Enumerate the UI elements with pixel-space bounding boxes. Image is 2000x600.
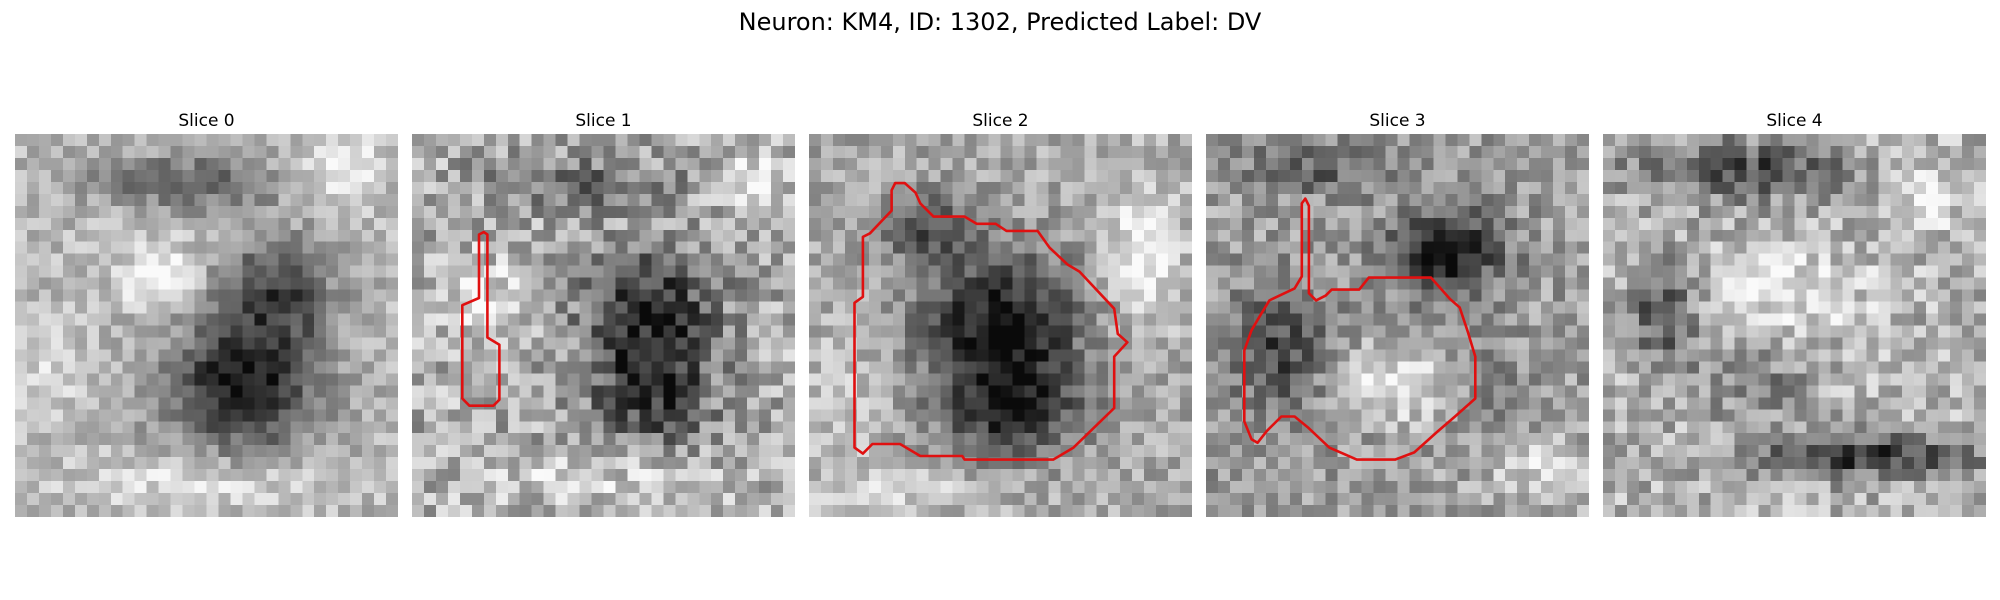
slice-image-0: [15, 134, 398, 517]
slice-panel-4: Slice 4: [1603, 108, 1986, 517]
segmentation-contour-3: [1242, 197, 1477, 461]
segmentation-contour-2: [853, 181, 1129, 461]
slice-pixels: [1603, 134, 1986, 517]
slice-pixels: [809, 134, 1192, 517]
slice-image-1: [412, 134, 795, 517]
slice-image-3: [1206, 134, 1589, 517]
slice-canvas-3: [1206, 134, 1589, 517]
figure-title: Neuron: KM4, ID: 1302, Predicted Label: …: [738, 8, 1262, 36]
segmentation-contour-1: [460, 230, 501, 408]
slice-pixels: [412, 134, 795, 517]
slice-panel-0: Slice 0: [15, 108, 398, 517]
slice-title-0: Slice 0: [178, 111, 235, 131]
slice-panel-3: Slice 3: [1206, 108, 1589, 517]
slice-title-3: Slice 3: [1369, 111, 1426, 131]
slice-image-2: [809, 134, 1192, 517]
slice-image-4: [1603, 134, 1986, 517]
slice-panel-2: Slice 2: [809, 108, 1192, 517]
slice-panel-1: Slice 1: [412, 108, 795, 517]
slice-pixels: [15, 134, 398, 517]
slice-canvas-2: [809, 134, 1192, 517]
slice-canvas-1: [412, 134, 795, 517]
slice-title-2: Slice 2: [972, 111, 1029, 131]
slice-title-4: Slice 4: [1766, 111, 1823, 131]
slice-title-1: Slice 1: [575, 111, 632, 131]
slice-canvas-0: [15, 134, 398, 517]
slice-pixels: [1206, 134, 1589, 517]
slice-canvas-4: [1603, 134, 1986, 517]
